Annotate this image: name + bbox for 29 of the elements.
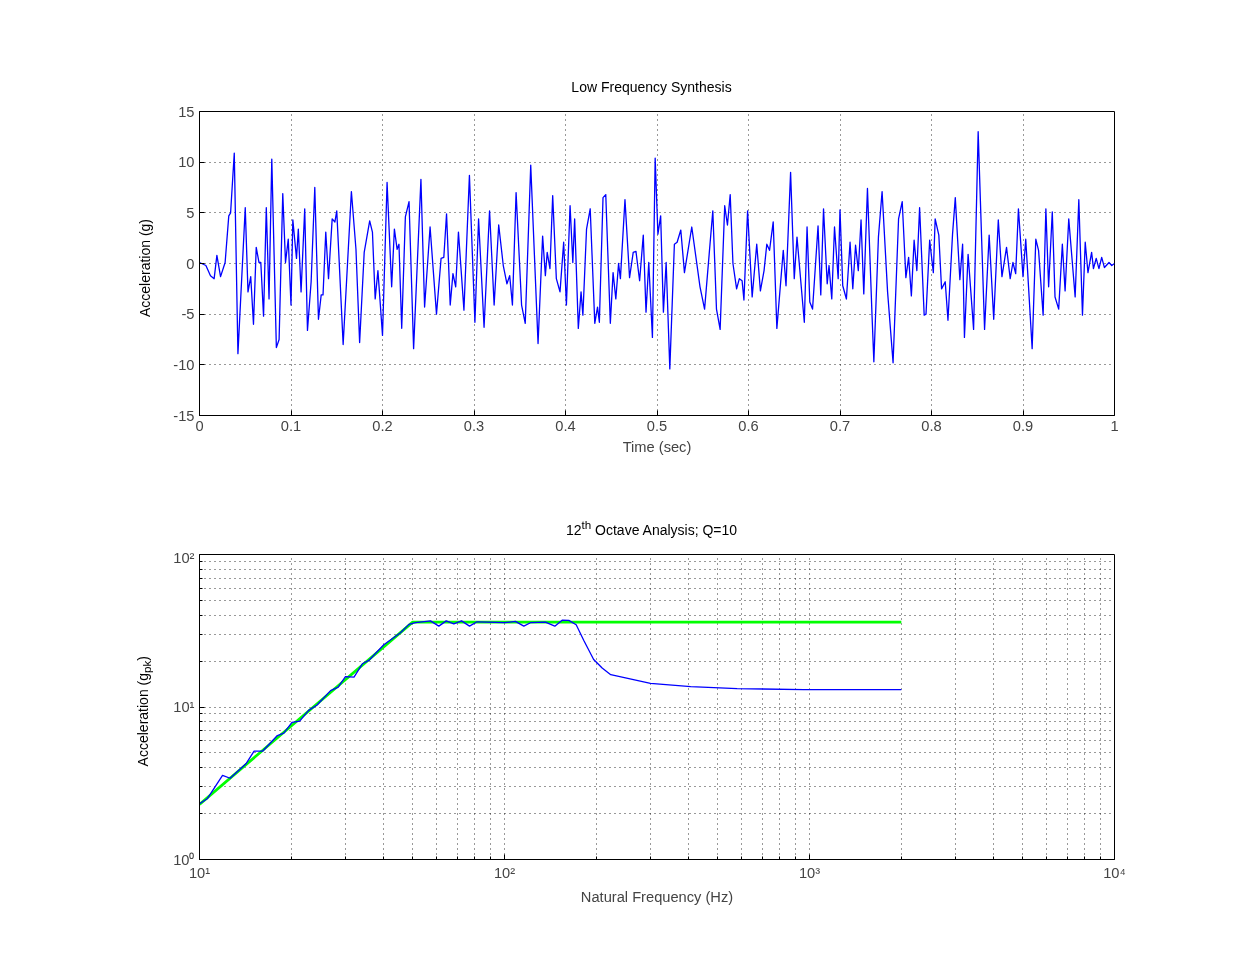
x-tick-label: 0.8 <box>921 417 942 434</box>
x-tick-label: 0.3 <box>463 417 485 434</box>
y-tick-label: 15 <box>178 103 195 120</box>
chart-title: 12$^{th}$ Octave Analysis; Q=10 <box>564 517 739 540</box>
y-tick-label: -10 <box>173 356 195 373</box>
y-tick-label: -5 <box>181 306 195 323</box>
x-tick-label: 0.7 <box>829 417 851 434</box>
y-tick-label: 10 <box>178 154 195 171</box>
y-tick-label: 10⁰ <box>173 851 195 868</box>
x-tick-label: 0.9 <box>1012 417 1034 434</box>
x-axis-title: Natural Frequency (Hz) <box>580 888 734 905</box>
x-axis-title: Time (sec) <box>622 438 692 455</box>
y-tick-label: -15 <box>173 407 195 424</box>
y-tick-label: 5 <box>186 204 195 221</box>
x-tick-label: 10² <box>493 864 516 881</box>
x-tick-label: 0.4 <box>555 417 576 434</box>
x-tick-label: 0.2 <box>372 417 393 434</box>
y-tick-label: 10² <box>173 549 195 566</box>
x-tick-label: 10³ <box>798 864 821 881</box>
x-tick-label: 1 <box>1110 417 1119 434</box>
y-tick-label: 0 <box>186 255 195 272</box>
y-tick-label: 10¹ <box>173 699 195 715</box>
x-tick-label: 0.6 <box>738 417 759 434</box>
x-tick-label: 0.5 <box>646 417 668 434</box>
line-series <box>199 131 1115 370</box>
x-tick-label: 10⁴ <box>1103 864 1126 881</box>
y-axis-title: Acceleration (g) <box>136 218 154 318</box>
x-tick-label: 0.1 <box>280 417 302 434</box>
chart-title: Low Frequency Synthesis <box>570 78 733 97</box>
